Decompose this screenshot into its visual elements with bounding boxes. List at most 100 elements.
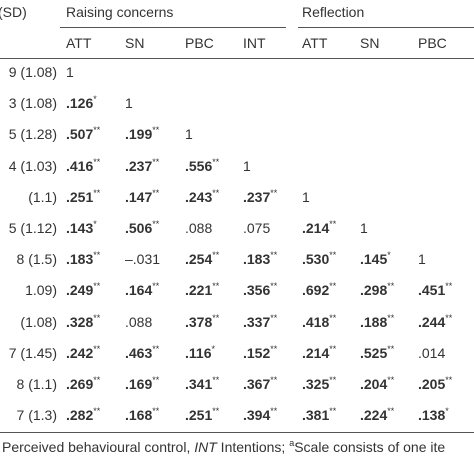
significance: ** (387, 406, 395, 417)
cell: .088 (185, 219, 212, 237)
column-header: PBC (185, 35, 214, 51)
row-stub: 7 (1.3) (16, 407, 57, 424)
row-stub: (1.08) (20, 313, 57, 330)
cell: .251** (185, 406, 219, 424)
significance: ** (270, 281, 278, 292)
cell: .221** (185, 281, 219, 299)
cell: .282** (66, 406, 100, 424)
cell-value: .164 (125, 282, 153, 299)
significance: ** (329, 343, 337, 354)
significance: ** (212, 375, 220, 385)
significance: ** (152, 156, 160, 167)
cell: .224** (360, 406, 394, 424)
row-stub: 8 (1.5) (16, 251, 57, 268)
cell: .418** (302, 313, 336, 331)
cell-value: .394 (243, 407, 271, 424)
cell: .147** (125, 188, 159, 206)
cell: 1 (125, 94, 133, 112)
significance: ** (93, 125, 101, 136)
cell-value: .269 (66, 376, 94, 392)
cell: .143* (66, 219, 97, 237)
cell: .183** (243, 250, 277, 268)
cell: .394** (243, 406, 277, 424)
cell: .249** (66, 281, 100, 299)
cell: .168** (125, 406, 159, 424)
cell-value: –.031 (125, 251, 161, 268)
significance: * (93, 94, 97, 105)
cell: .145* (360, 250, 391, 268)
cell-value: .530 (302, 251, 330, 268)
cell: .116* (185, 344, 215, 362)
footnote: Perceived behavioural control, INT Inten… (2, 438, 445, 456)
cell-value: .381 (302, 407, 330, 424)
significance: ** (93, 156, 101, 167)
cell: .451** (418, 281, 452, 299)
significance: ** (387, 281, 395, 292)
cell: .088 (125, 313, 152, 331)
significance: ** (152, 375, 160, 385)
cell-value: .014 (418, 344, 446, 361)
cell-value: .416 (66, 157, 94, 174)
cell-value: .221 (185, 282, 213, 299)
cell: .269** (66, 375, 100, 393)
significance: ** (212, 187, 220, 198)
significance: ** (270, 406, 278, 417)
cell: .692** (302, 281, 336, 299)
cell-value: 1 (185, 126, 193, 143)
cell-value: .183 (243, 251, 271, 268)
group-rule (60, 27, 286, 28)
cell-value: .088 (125, 313, 153, 330)
cell-value: .237 (125, 157, 153, 174)
row-stub: 4 (1.03) (8, 157, 57, 174)
significance: ** (329, 250, 337, 261)
cell: .205** (418, 375, 452, 393)
footnote-text: Perceived behavioural control, (2, 439, 195, 455)
cell: .325** (302, 375, 336, 393)
cell-value: .325 (302, 376, 330, 392)
significance: * (387, 250, 391, 261)
cell: .378** (185, 313, 219, 331)
cell: .244** (418, 313, 452, 331)
significance: ** (445, 312, 453, 323)
significance: ** (329, 219, 337, 229)
cell: .243** (185, 188, 219, 206)
cell-value: .328 (66, 313, 94, 330)
cell: 1 (302, 188, 310, 206)
cell-value: .243 (185, 188, 213, 205)
cell-value: .199 (125, 126, 153, 143)
cell-value: .169 (125, 376, 153, 392)
cell: .356** (243, 281, 277, 299)
cell: .183** (66, 250, 100, 268)
cell: .298** (360, 281, 394, 299)
significance: ** (387, 312, 395, 323)
column-header: INT (243, 35, 266, 51)
cell-value: 1 (125, 95, 133, 112)
significance: ** (212, 281, 220, 292)
cell-value: .237 (243, 188, 271, 205)
cell-value: .418 (302, 313, 330, 330)
cell: 1 (243, 157, 251, 175)
significance: ** (445, 281, 453, 292)
cell: .341** (185, 375, 219, 393)
cell-value: .116 (185, 344, 212, 361)
row-stub: 3 (1.08) (8, 95, 57, 112)
row-stub: 7 (1.45) (8, 344, 57, 361)
cell-value: .463 (125, 344, 153, 361)
column-header: ATT (66, 35, 92, 51)
significance: ** (445, 375, 453, 385)
header-rule (0, 58, 474, 59)
significance: ** (152, 187, 160, 198)
cell-value: .205 (418, 376, 446, 392)
row-stub: (1.1) (28, 188, 57, 205)
cell: .416** (66, 157, 100, 175)
significance: ** (212, 312, 220, 323)
cell: .164** (125, 281, 159, 299)
cell-value: .298 (360, 282, 388, 299)
significance: ** (212, 406, 220, 417)
cell-value: .204 (360, 376, 388, 392)
cell: .204** (360, 375, 394, 393)
cell: .126* (66, 94, 97, 112)
footnote-text: Intentions; (216, 439, 290, 455)
stub-header: (SD) (0, 4, 27, 20)
cell: .381** (302, 406, 336, 424)
